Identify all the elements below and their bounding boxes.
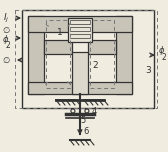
Text: 3: 3 — [145, 66, 151, 74]
FancyBboxPatch shape — [44, 40, 72, 54]
Text: $\phi$: $\phi$ — [2, 33, 9, 46]
FancyBboxPatch shape — [116, 16, 132, 94]
Text: 4: 4 — [91, 107, 97, 116]
Text: $I_j$: $I_j$ — [3, 12, 9, 25]
FancyBboxPatch shape — [68, 18, 92, 42]
FancyBboxPatch shape — [28, 16, 44, 94]
FancyBboxPatch shape — [28, 82, 132, 94]
Text: 6: 6 — [83, 127, 89, 136]
Text: $\varnothing$: $\varnothing$ — [2, 55, 11, 65]
Text: 2: 2 — [92, 60, 98, 69]
Text: 5: 5 — [80, 116, 86, 125]
FancyBboxPatch shape — [72, 52, 88, 94]
Text: $\varnothing$: $\varnothing$ — [2, 25, 11, 35]
FancyBboxPatch shape — [88, 40, 116, 54]
Text: $2$: $2$ — [161, 50, 167, 62]
Text: $2$: $2$ — [5, 39, 11, 50]
FancyBboxPatch shape — [28, 16, 132, 32]
Text: $\phi$: $\phi$ — [158, 43, 165, 57]
Text: 1: 1 — [57, 28, 63, 36]
